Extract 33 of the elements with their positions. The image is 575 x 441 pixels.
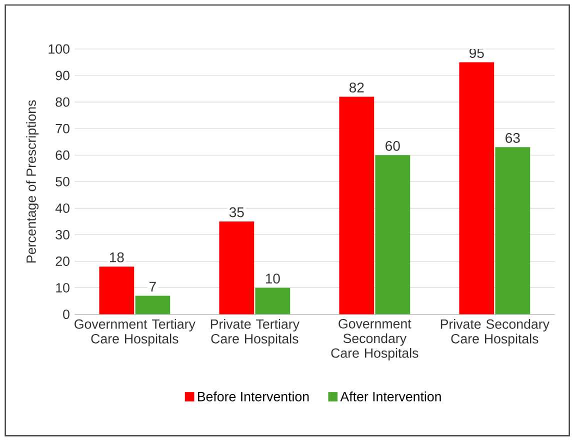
y-axis-title: Percentage of Prescriptions <box>26 100 39 262</box>
y-tick-label: 100 <box>48 44 70 54</box>
data-label: 63 <box>506 132 520 143</box>
bar <box>219 221 254 314</box>
bar <box>495 147 530 314</box>
y-tick-label: 40 <box>55 203 70 213</box>
y-tick-label: 10 <box>56 283 70 293</box>
data-label: 10 <box>266 274 280 284</box>
bar <box>339 96 374 314</box>
bar <box>255 288 290 314</box>
y-tick-label: 20 <box>56 256 70 266</box>
data-label: 82 <box>349 82 364 92</box>
y-tick-label: 90 <box>56 70 70 80</box>
data-label: 60 <box>386 140 400 151</box>
legend-label: Before Intervention <box>198 392 309 402</box>
y-tick-label: 80 <box>56 97 70 107</box>
data-label: 18 <box>110 252 124 262</box>
data-label: 35 <box>229 207 244 218</box>
x-tick-label: Government Tertiary Care Hospitals <box>74 319 196 346</box>
data-label: 7 <box>149 282 156 292</box>
y-tick-label: 60 <box>56 150 70 160</box>
bar <box>135 296 170 314</box>
x-tick-label: Government Secondary Care Hospitals <box>331 319 418 360</box>
bar <box>375 155 410 314</box>
y-tick-label: 70 <box>56 124 70 134</box>
x-tick-label: Private Secondary Care Hospitals <box>440 319 550 346</box>
x-tick-label: Private Tertiary Care Hospitals <box>210 319 300 346</box>
bar <box>99 266 134 314</box>
legend-label: After Intervention <box>340 392 441 402</box>
y-tick-label: 50 <box>56 176 70 186</box>
bar <box>459 62 494 314</box>
y-tick-label: 0 <box>63 310 70 320</box>
y-tick-label: 30 <box>56 230 70 240</box>
